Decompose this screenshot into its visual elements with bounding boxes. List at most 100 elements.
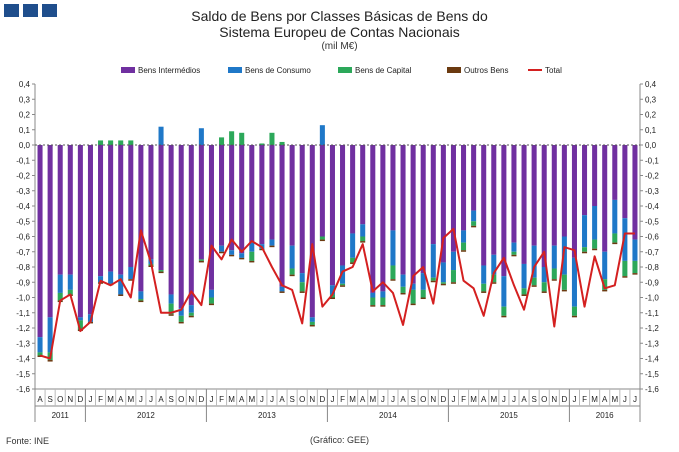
x-tick-label: F [582, 395, 587, 404]
bar-consumo [541, 267, 547, 283]
bar-capital [430, 277, 436, 281]
x-tick-label: D [561, 395, 567, 404]
bar-capital [67, 289, 73, 295]
bar-capital [521, 288, 527, 295]
bar-consumo [360, 224, 366, 237]
x-tick-label: A [360, 395, 366, 404]
y-tick-label-left: 0,1 [19, 126, 31, 135]
bar-consumo [299, 273, 305, 283]
y-tick-label-left: -1,3 [16, 339, 30, 348]
x-tick-label: M [228, 395, 235, 404]
bar-outros [400, 292, 406, 295]
bar-consumo [279, 286, 285, 292]
y-tick-label-right: -0,7 [645, 248, 659, 257]
y-tick-label-right: 0,2 [645, 111, 657, 120]
y-tick-label-right: 0,4 [645, 80, 657, 89]
bar-intermedios [561, 145, 567, 237]
x-tick-label: F [461, 395, 466, 404]
bar-consumo [491, 254, 497, 275]
y-tick-label-left: 0,0 [19, 141, 31, 150]
bar-consumo [229, 250, 235, 255]
bar-capital [309, 321, 315, 325]
bar-consumo [249, 242, 255, 252]
y-tick-label-right: -1,3 [645, 339, 659, 348]
y-tick-label-left: -1,2 [16, 324, 30, 333]
bar-intermedios [178, 145, 184, 309]
bar-consumo [370, 292, 376, 298]
bar-outros [118, 294, 124, 296]
bar-outros [380, 305, 386, 307]
bar-outros [491, 282, 497, 284]
y-tick-label-left: -1,4 [16, 355, 30, 364]
bar-capital [622, 260, 628, 277]
bar-outros [561, 289, 567, 292]
legend-label-consumo: Bens de Consumo [245, 66, 311, 75]
bar-outros [329, 297, 335, 300]
y-tick-label-right: -0,5 [645, 217, 659, 226]
bar-capital [269, 132, 275, 145]
bar-capital [461, 242, 467, 251]
logo-block [23, 4, 38, 17]
bar-consumo [188, 305, 194, 313]
y-tick-label-right: -1,5 [645, 370, 659, 379]
bar-capital [279, 141, 285, 145]
x-year-label: 2014 [379, 411, 397, 420]
bar-intermedios [329, 145, 335, 286]
y-tick-label-left: -0,7 [16, 248, 30, 257]
y-tick-label-left: -0,3 [16, 187, 30, 196]
bar-consumo [571, 257, 577, 307]
bar-intermedios [299, 145, 305, 274]
bar-consumo [239, 253, 245, 258]
bar-capital [471, 221, 477, 226]
bar-capital [501, 306, 507, 316]
x-tick-label: O [541, 395, 547, 404]
x-tick-label: M [591, 395, 598, 404]
y-tick-label-left: -0,8 [16, 263, 30, 272]
bar-intermedios [390, 145, 396, 231]
y-tick-label-right: -0,8 [645, 263, 659, 272]
x-year-label: 2016 [596, 411, 614, 420]
bar-outros [440, 283, 446, 286]
x-tick-label: M [369, 395, 376, 404]
bar-intermedios [582, 145, 588, 216]
x-tick-label: M [611, 395, 618, 404]
bar-capital [239, 132, 245, 145]
bar-outros [319, 239, 325, 242]
y-tick-label-right: -0,9 [645, 278, 659, 287]
bar-capital [571, 306, 577, 316]
y-tick-label-left: -0,5 [16, 217, 30, 226]
source-note: Fonte: INE [6, 436, 50, 446]
bar-consumo [551, 245, 557, 269]
bar-consumo [269, 239, 275, 246]
x-tick-label: J [381, 395, 385, 404]
bar-capital [219, 137, 225, 145]
x-tick-label: F [219, 395, 224, 404]
bar-outros [188, 315, 194, 318]
bar-capital [158, 270, 164, 272]
bar-intermedios [289, 145, 295, 246]
y-tick-label-right: 0,1 [645, 126, 657, 135]
x-tick-label: S [410, 395, 415, 404]
bar-outros [501, 315, 507, 318]
y-tick-label-right: -1,2 [645, 324, 659, 333]
bar-intermedios [511, 145, 517, 243]
bar-outros [289, 274, 295, 277]
bar-consumo [410, 283, 416, 290]
bar-outros [128, 279, 134, 281]
x-tick-label: S [531, 395, 536, 404]
bar-outros [521, 294, 527, 296]
bar-intermedios [380, 145, 386, 292]
bar-capital [229, 131, 235, 145]
bar-consumo [450, 251, 456, 271]
bar-outros [219, 251, 225, 254]
bar-outros [269, 245, 275, 248]
bar-capital [481, 283, 487, 292]
bar-outros [612, 242, 618, 245]
bar-intermedios [198, 145, 204, 260]
bar-capital [632, 260, 638, 274]
bar-capital [420, 289, 426, 298]
bar-intermedios [279, 145, 285, 287]
bar-intermedios [471, 145, 477, 211]
x-tick-label: A [279, 395, 285, 404]
